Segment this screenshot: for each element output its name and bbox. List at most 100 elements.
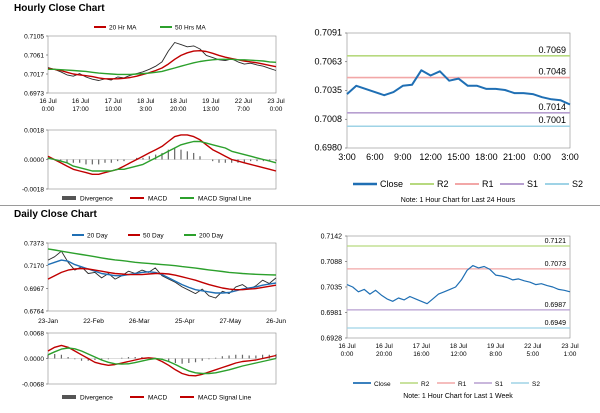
hourly-pivot-xtick-label: 18:00 (475, 152, 498, 162)
hourly-price-xtick-time: 0:00 (42, 106, 55, 113)
hourly-pivot-ytick-label: 0.7008 (314, 114, 342, 124)
daily-macd-legend-swatch (62, 395, 76, 399)
hourly-price-xtick-date: 22 Jul (235, 98, 253, 105)
hourly-price-legend-label: 20 Hr MA (109, 25, 137, 32)
hourly-price-xtick-time: 3:00 (139, 106, 152, 113)
hourly-pivot-xtick-label: 15:00 (447, 152, 470, 162)
hourly-pivot-ytick-label: 0.7063 (314, 56, 342, 66)
daily-price-xtick-label: 26-Jun (266, 318, 286, 325)
hourly-pivot-xtick-label: 3:00 (338, 152, 356, 162)
daily-pivot-xtick-date: 19 Jul (487, 343, 505, 350)
hourly-macd-legend-label: Divergence (80, 196, 113, 203)
daily-price-ytick-label: 0.6764 (24, 309, 44, 316)
daily-pivot-xtick-time: 8:00 (489, 351, 502, 358)
daily-pivot-legend-label: Close (374, 381, 391, 388)
hourly-pivot-level-label-s2: 0.7001 (538, 115, 566, 125)
hourly-pivot-xtick-label: 0:00 (533, 152, 551, 162)
daily-pivot-xtick-date: 16 Jul (338, 343, 356, 350)
daily-price-series-ma_short (47, 267, 277, 291)
daily-price-legend-label: 50 Day (143, 233, 164, 240)
daily-macd-legend-label: MACD (148, 395, 167, 402)
hourly-price-xtick-date: 18 Jul (137, 98, 155, 105)
daily-pivot-ytick-label: 0.7088 (321, 259, 343, 266)
daily-pivot-legend-label: R1 (458, 381, 467, 388)
hourly-price-xtick-date: 18 Jul (170, 98, 188, 105)
daily-pivot-ytick-label: 0.6981 (321, 310, 343, 317)
daily-pivot-level-label-r2: 0.7121 (545, 238, 567, 245)
daily-pivot-xtick-date: 18 Jul (450, 343, 468, 350)
daily-price-ytick-label: 0.7373 (24, 241, 44, 248)
hourly-pivot-level-label-r2: 0.7069 (538, 45, 566, 55)
hourly-macd-legend-swatch (62, 196, 76, 200)
hourly-macd-ytick-label: -0.0018 (22, 187, 44, 194)
hourly-pivot-xtick-label: 3:00 (561, 152, 579, 162)
daily-price-ytick-label: 0.7170 (24, 263, 44, 270)
daily-pivot-ytick-label: 0.7142 (321, 234, 343, 241)
hourly-macd-series-macd (47, 134, 277, 176)
daily-pivot-xtick-date: 22 Jul (524, 343, 542, 350)
hourly-section-title: Hourly Close Chart (14, 3, 105, 14)
daily-pivot-xtick-date: 16 Jul (375, 343, 393, 350)
daily-price-legend-label: 200 Day (199, 233, 224, 240)
hourly-macd-legend-label: MACD Signal Line (198, 196, 251, 203)
daily-pivot-xtick-time: 0:00 (341, 351, 354, 358)
hourly-macd-legend-label: MACD (148, 196, 167, 203)
daily-pivot-xtick-time: 5:00 (527, 351, 540, 358)
hourly-price-series-ma_long (48, 58, 277, 76)
daily-price-series-ma_long (47, 248, 277, 276)
daily-section-title: Daily Close Chart (14, 209, 97, 220)
hourly-macd-ytick-label: 0.0018 (24, 128, 44, 135)
daily-macd-ytick-label: 0.0068 (24, 331, 44, 338)
daily-pivot-xtick-time: 1:00 (564, 351, 577, 358)
section-divider (0, 205, 600, 206)
daily-pivot-xtick-date: 17 Jul (413, 343, 431, 350)
hourly-price-xtick-time: 13:00 (203, 106, 220, 113)
hourly-pivot-note: Note: 1 Hour Chart for Last 24 Hours (401, 197, 516, 204)
daily-pivot-plot-frame (346, 235, 571, 339)
hourly-price-ytick-label: 0.6973 (24, 91, 44, 98)
daily-macd-ytick-label: 0.0000 (24, 356, 44, 363)
hourly-price-xtick-time: 7:00 (237, 106, 250, 113)
daily-price-legend-label: 20 Day (87, 233, 108, 240)
daily-pivot-xtick-time: 20:00 (376, 351, 393, 358)
hourly-price-ytick-label: 0.7017 (24, 72, 44, 79)
daily-price-ytick-label: 0.6967 (24, 286, 44, 293)
daily-price-xtick-label: 23-Jan (38, 318, 58, 325)
daily-macd-legend-label: MACD Signal Line (198, 395, 251, 402)
hourly-price-ytick-label: 0.7105 (24, 34, 44, 41)
daily-pivot-legend-label: R2 (421, 381, 430, 388)
daily-pivot-xtick-time: 12:00 (450, 351, 467, 358)
hourly-macd-series-signal (47, 140, 277, 172)
hourly-pivot-series-close (346, 69, 571, 106)
hourly-pivot-legend-label: R2 (437, 179, 449, 189)
daily-pivot-legend-label: S1 (495, 381, 503, 388)
daily-price-plot-frame (47, 242, 277, 312)
daily-pivot-note: Note: 1 Hour Chart for Last 1 Week (403, 393, 513, 400)
hourly-pivot-legend-label: S1 (527, 179, 538, 189)
hourly-price-ytick-label: 0.7061 (24, 53, 44, 60)
hourly-pivot-legend-label: S2 (572, 179, 583, 189)
daily-pivot-xtick-time: 16:00 (413, 351, 430, 358)
daily-price-series-close (47, 250, 277, 299)
hourly-pivot-ytick-label: 0.7091 (314, 28, 342, 38)
hourly-price-xtick-time: 20:00 (170, 106, 187, 113)
hourly-pivot-level-label-r1: 0.7048 (538, 67, 566, 77)
hourly-pivot-xtick-label: 12:00 (419, 152, 442, 162)
hourly-price-xtick-date: 16 Jul (39, 98, 57, 105)
daily-price-xtick-label: 22-Feb (83, 318, 104, 325)
hourly-price-xtick-date: 16 Jul (72, 98, 90, 105)
daily-macd-series-macd (47, 344, 277, 377)
daily-pivot-level-label-s1: 0.6987 (545, 302, 567, 309)
hourly-pivot-xtick-label: 6:00 (366, 152, 384, 162)
daily-price-xtick-label: 26-Mar (129, 318, 150, 325)
daily-pivot-ytick-label: 0.7035 (321, 285, 343, 292)
hourly-price-plot-frame (47, 35, 277, 94)
daily-pivot-level-label-s2: 0.6949 (545, 320, 567, 327)
daily-price-xtick-label: 27-May (220, 318, 242, 325)
